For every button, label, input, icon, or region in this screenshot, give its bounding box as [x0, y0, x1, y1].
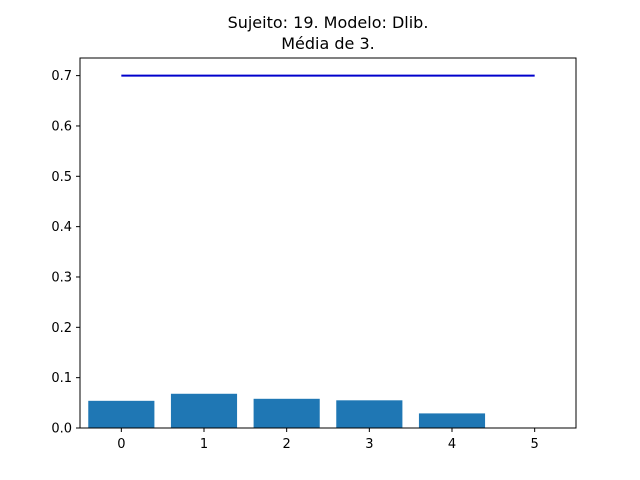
chart-title-line-2: Média de 3. — [281, 34, 375, 53]
x-tick-label: 0 — [117, 437, 125, 452]
y-tick-label: 0.4 — [51, 220, 72, 235]
x-tick-label: 3 — [365, 437, 373, 452]
bar-2 — [253, 398, 320, 428]
x-tick-label: 2 — [283, 437, 291, 452]
bar-0 — [88, 400, 155, 428]
x-tick-label: 5 — [531, 437, 539, 452]
y-tick-label: 0.6 — [51, 119, 72, 134]
x-tick-label: 1 — [200, 437, 208, 452]
bar-4 — [418, 413, 486, 428]
y-tick-label: 0.3 — [51, 270, 72, 285]
y-tick-label: 0.7 — [51, 69, 72, 84]
bar-1 — [170, 393, 238, 428]
y-tick-label: 0.2 — [51, 321, 72, 336]
bar-3 — [336, 400, 403, 428]
y-tick-label: 0.1 — [51, 371, 72, 386]
y-tick-label: 0.5 — [51, 170, 72, 185]
plot-area-frame — [79, 57, 577, 429]
y-axis: 0.0 0.1 0.2 0.3 0.4 0.5 0.6 0.7 — [51, 69, 80, 437]
y-tick-label: 0.0 — [51, 422, 72, 437]
x-axis: 0 1 2 3 4 5 — [117, 428, 539, 452]
bar-series — [88, 393, 486, 428]
chart-title-line-1: Sujeito: 19. Modelo: Dlib. — [228, 13, 429, 32]
x-tick-label: 4 — [448, 437, 456, 452]
